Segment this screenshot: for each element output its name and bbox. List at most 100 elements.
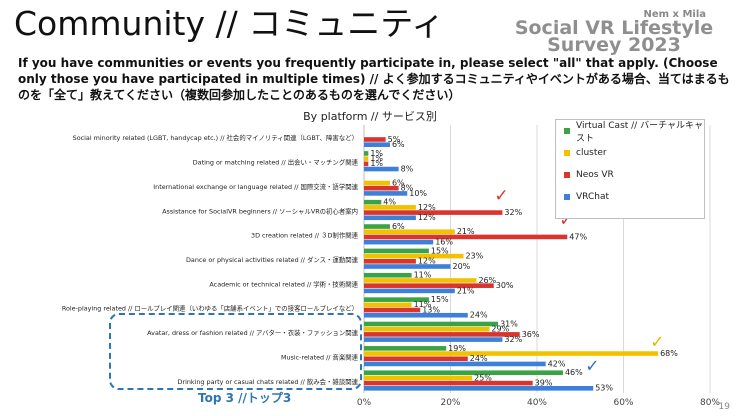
legend-label: Neos VR — [576, 170, 614, 180]
data-label-vrchat: 53% — [595, 384, 613, 393]
bar-vrchat — [364, 239, 434, 245]
category-label: Social minority related (LGBT, handycap … — [73, 133, 358, 142]
bar-virtualcast — [364, 248, 429, 254]
checkmark-icon: ✓ — [650, 332, 664, 352]
bar-virtualcast — [364, 224, 390, 229]
data-label-cluster: 68% — [660, 349, 678, 358]
survey-question: If you have communities or events you fr… — [18, 56, 730, 102]
x-tick-label: 20% — [440, 398, 460, 408]
data-label-neos: 8% — [401, 184, 414, 193]
bar-vrchat — [364, 386, 594, 391]
category-label: Music-related // 音楽関連 — [281, 352, 359, 361]
chart-legend: Virtual Cast // バーチャルキャスト cluster Neos VR V… — [555, 119, 705, 219]
page-title: Community // コミュニティ — [14, 4, 445, 43]
data-label-cluster: 21% — [457, 227, 475, 236]
category-label: Dance or physical activities related // … — [186, 255, 359, 264]
legend-swatch — [564, 194, 570, 200]
bar-cluster — [364, 351, 659, 356]
data-label-virtualcast: 6% — [392, 222, 405, 231]
bar-vrchat — [364, 337, 503, 342]
data-label-cluster: 23% — [465, 252, 483, 261]
data-label-virtualcast: 46% — [565, 368, 583, 377]
survey-logo: Social VR Lifestyle Survey 2023 — [504, 17, 724, 56]
data-label-cluster: 1% — [370, 154, 383, 163]
data-label-virtualcast: 15% — [431, 295, 449, 304]
bar-vrchat — [364, 288, 455, 294]
data-label-cluster: 11% — [414, 300, 432, 309]
data-label-vrchat: 24% — [470, 311, 488, 320]
bar-neos — [364, 210, 503, 215]
bar-virtualcast — [364, 346, 447, 351]
bar-vrchat — [364, 312, 468, 318]
top3-label: Top 3 //トップ3 — [198, 391, 292, 405]
data-label-virtualcast: 31% — [500, 319, 518, 328]
category-label: Role-playing related // ロールプレイ関連（いわゆる「店舗… — [62, 304, 358, 313]
data-label-virtualcast: 15% — [431, 246, 449, 255]
data-label-vrchat: 32% — [504, 335, 522, 344]
data-label-vrchat: 16% — [435, 238, 453, 247]
data-label-neos: 32% — [504, 208, 522, 217]
brand-credit: Nem x Mila — [643, 9, 706, 20]
bar-neos — [364, 234, 568, 240]
category-label: 3D creation related // ３D制作関連 — [251, 231, 359, 240]
survey-logo-line1: Social VR Lifestyle — [514, 17, 714, 39]
bar-vrchat — [364, 191, 408, 196]
data-label-vrchat: 8% — [401, 164, 414, 173]
bar-virtualcast — [364, 199, 382, 205]
survey-logo-line2: Survey 2023 — [547, 34, 681, 56]
data-label-neos: 24% — [470, 354, 488, 363]
bar-vrchat — [364, 215, 416, 221]
data-label-vrchat: 6% — [392, 140, 405, 149]
bar-virtualcast — [364, 321, 499, 327]
legend-label: cluster — [576, 148, 607, 158]
bar-cluster — [364, 156, 369, 161]
bar-neos — [364, 356, 468, 362]
bar-cluster — [364, 375, 473, 381]
bar-neos — [364, 259, 416, 264]
chart-title: By platform // サービス別 — [303, 110, 437, 123]
legend-swatch — [564, 172, 570, 178]
bar-virtualcast — [364, 370, 563, 376]
data-label-cluster: 26% — [478, 276, 496, 285]
data-label-cluster: 25% — [474, 373, 492, 382]
data-label-virtualcast: 19% — [448, 344, 466, 353]
legend-item-vrchat: VRChat — [556, 186, 704, 208]
x-tick-label: 80% — [700, 398, 720, 408]
bar-neos — [364, 137, 386, 142]
category-label: Drinking party or casual chats related /… — [178, 377, 359, 386]
x-tick-label: 40% — [527, 398, 547, 408]
bar-neos — [364, 307, 421, 313]
bar-neos — [364, 380, 533, 386]
bar-cluster — [364, 278, 477, 283]
bar-cluster — [364, 180, 390, 186]
data-label-neos: 1% — [370, 159, 383, 168]
data-label-cluster: 29% — [491, 325, 509, 334]
data-label-neos: 36% — [522, 330, 540, 339]
bar-virtualcast — [364, 297, 429, 302]
bar-neos — [364, 185, 399, 191]
data-label-neos: 5% — [388, 135, 401, 144]
bar-vrchat — [364, 142, 390, 147]
data-label-cluster: 12% — [418, 203, 436, 212]
legend-item-neos: Neos VR — [556, 164, 704, 186]
checkmark-icon: ✓ — [585, 357, 599, 377]
data-label-neos: 13% — [422, 305, 440, 314]
bar-cluster — [364, 253, 464, 259]
category-label: Academic or technical related // 学術・技術関連 — [209, 279, 358, 288]
legend-item-cluster: cluster — [556, 142, 704, 164]
data-label-neos: 47% — [569, 232, 587, 241]
data-label-vrchat: 42% — [548, 359, 566, 368]
checkmark-icon: ✓ — [494, 186, 508, 206]
legend-swatch — [564, 128, 570, 134]
bar-virtualcast — [364, 272, 412, 278]
data-label-virtualcast: 1% — [370, 149, 383, 158]
bar-vrchat — [364, 166, 399, 172]
data-label-neos: 39% — [535, 379, 553, 388]
bar-vrchat — [364, 361, 546, 367]
bar-cluster — [364, 205, 416, 210]
data-label-virtualcast: 11% — [414, 271, 432, 280]
legend-item-virtualcast: Virtual Cast // バーチャルキャスト — [556, 120, 704, 144]
bar-vrchat — [364, 264, 451, 269]
page-number: 19 — [718, 402, 730, 412]
